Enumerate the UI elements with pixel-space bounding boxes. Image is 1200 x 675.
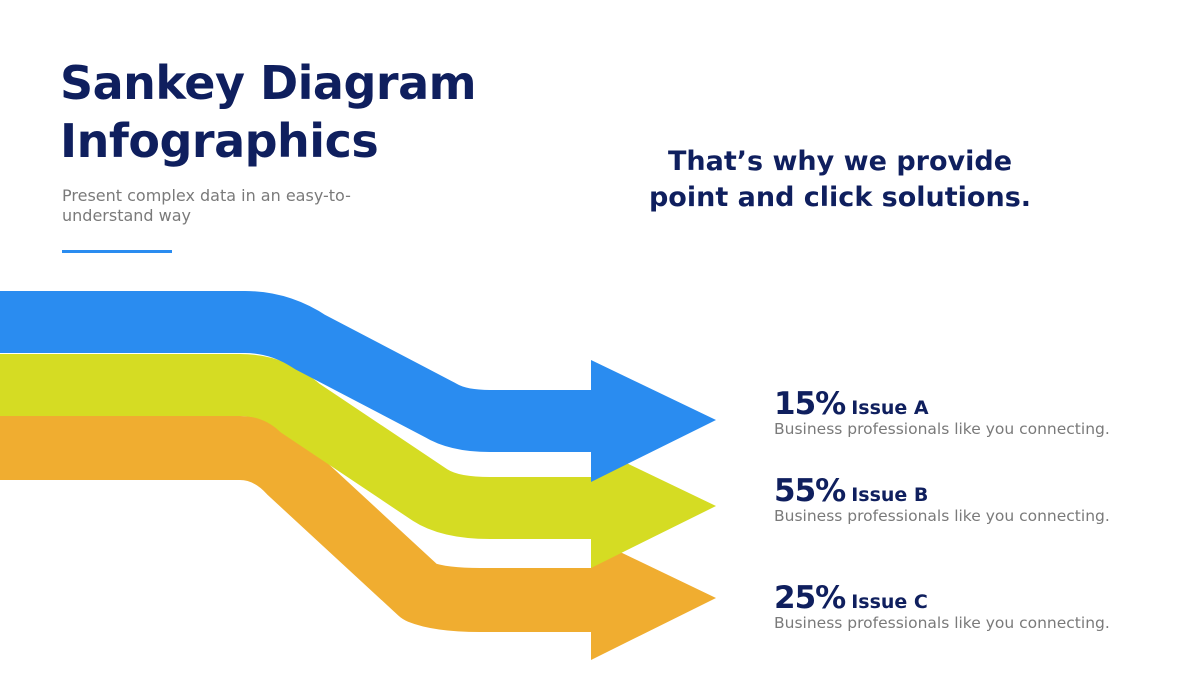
flow-issue-b — [0, 354, 716, 568]
issue-b-percent: 55% — [774, 473, 846, 509]
issue-a-percent: 15% — [774, 386, 846, 422]
flow-band-c — [0, 416, 600, 632]
arrowhead-a — [591, 360, 716, 482]
issue-a-description: Business professionals like you connecti… — [774, 420, 1110, 438]
flow-issue-c — [0, 416, 716, 660]
flow-band-a — [0, 291, 600, 452]
arrowhead-c — [591, 538, 716, 660]
accent-divider — [62, 250, 172, 253]
title-line-1: Sankey Diagram — [60, 56, 477, 110]
issue-c-description: Business professionals like you connecti… — [774, 614, 1110, 632]
issue-c: 25% Issue C Business professionals like y… — [774, 580, 1110, 632]
title-line-2: Infographics — [60, 114, 379, 168]
flow-band-b — [0, 354, 600, 539]
arrowhead-b — [591, 446, 716, 568]
issue-b-label: Issue B — [851, 484, 929, 506]
tagline: That’s why we provide point and click so… — [648, 146, 1032, 213]
issue-a: 15% Issue A Business professionals like y… — [774, 386, 1110, 438]
issue-b: 55% Issue B Business professionals like y… — [774, 473, 1110, 525]
issue-c-label: Issue C — [851, 591, 928, 613]
issue-b-description: Business professionals like you connecti… — [774, 507, 1110, 525]
issue-a-label: Issue A — [851, 397, 929, 419]
issue-c-percent: 25% — [774, 580, 846, 616]
flow-issue-a — [0, 291, 716, 482]
subtitle: Present complex data in an easy-to-under… — [62, 186, 351, 225]
page-title: Sankey Diagram Infographics — [60, 54, 477, 170]
